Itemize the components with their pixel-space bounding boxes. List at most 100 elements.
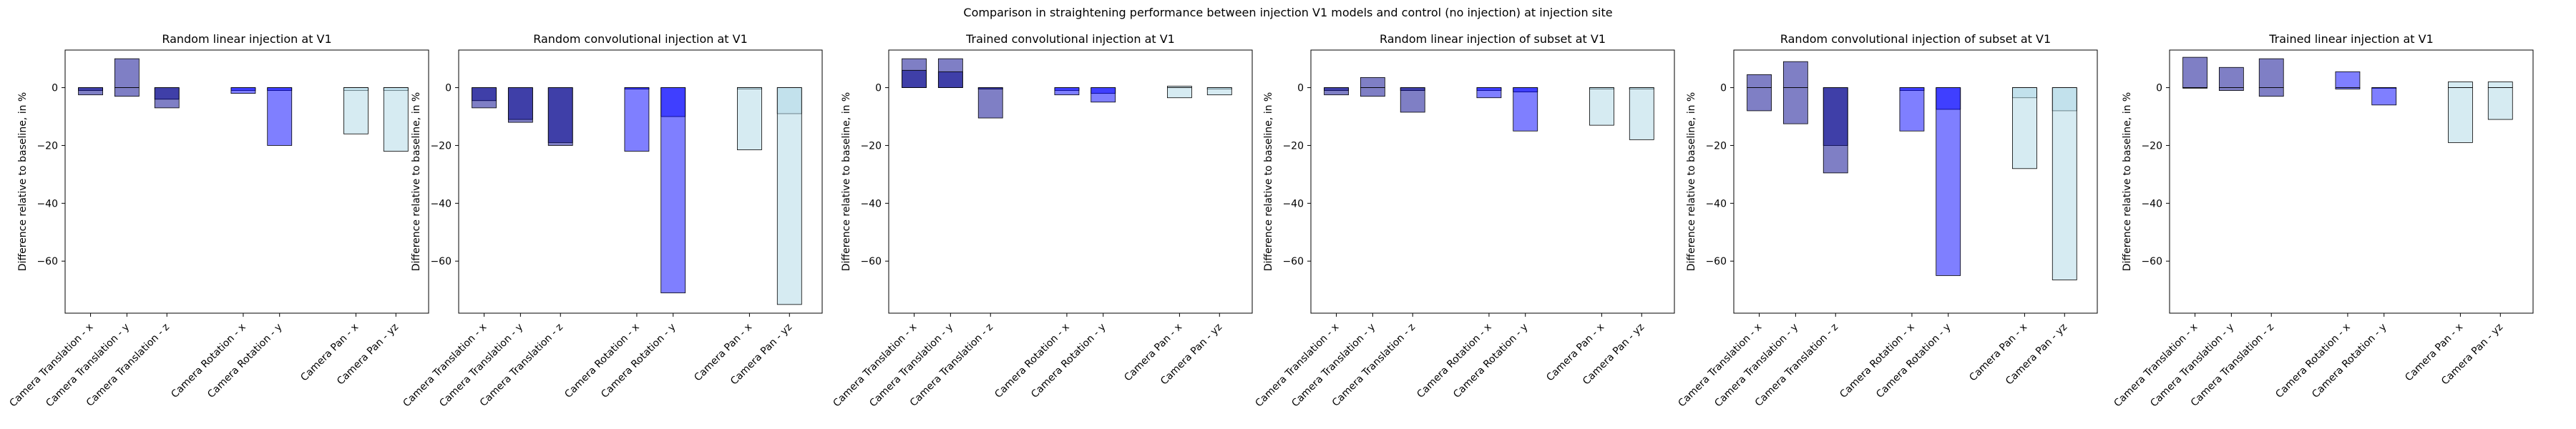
plot-frame <box>1310 49 1675 314</box>
y-axis-label: Difference relative to baseline, in % <box>1686 92 1697 271</box>
bar-2-4 <box>1899 87 1925 132</box>
chart-panel-3: Trained convolutional injection at V1 −60… <box>831 32 1253 409</box>
chart-panel-4: Random linear injection of subset at V1 −… <box>1253 32 1675 409</box>
bar-2-6 <box>737 87 762 150</box>
y-tick-label: −40 <box>1705 198 1727 209</box>
bar-2-2 <box>937 71 963 88</box>
y-tick-label: −60 <box>1282 256 1304 267</box>
x-tick-label: Camera Translation - z <box>2189 322 2276 409</box>
plot-frame <box>888 49 1253 314</box>
bar-2-3 <box>2258 87 2284 97</box>
y-axis-label: Difference relative to baseline, in % <box>1263 92 1274 271</box>
bar-2-4 <box>1476 87 1502 99</box>
bar-1-3 <box>2258 58 2284 88</box>
bar-2-2 <box>507 87 533 123</box>
y-tick-label: −40 <box>1282 198 1304 209</box>
y-tick-label: −40 <box>36 198 58 209</box>
x-tick-label: Camera Rotation - y <box>599 322 678 400</box>
chart-panel-1: Random linear injection at V1 −60 −40 −20 0 D… <box>7 32 429 409</box>
bar-1-2 <box>2218 66 2244 88</box>
bar-1-1 <box>1747 74 1772 88</box>
y-axis-label: Difference relative to baseline, in % <box>17 92 29 271</box>
bar-2-2 <box>2218 87 2244 92</box>
bar-2-4 <box>2335 87 2361 89</box>
plot-frame <box>2169 49 2534 314</box>
chart-title: Trained convolutional injection at V1 <box>965 32 1175 46</box>
x-tick-label: Camera Translation - z <box>1330 322 1418 409</box>
bar-1-2 <box>1360 77 1385 88</box>
x-tick-label: Camera Rotation - y <box>2310 322 2389 400</box>
chart-panel-2: Random convolutional injection at V1 −60 −… <box>401 32 823 409</box>
x-tick-label: Camera Rotation - y <box>205 322 284 400</box>
y-tick-label: −60 <box>430 256 452 267</box>
bar-2-5 <box>1091 87 1116 103</box>
plot-frame <box>1733 49 2098 314</box>
bar-2-2 <box>1782 87 1808 124</box>
chart-title: Random convolutional injection of subset… <box>1780 32 2051 46</box>
bar-2-7 <box>1206 87 1232 96</box>
bar-2-5 <box>1513 87 1538 132</box>
bar-1-4 <box>2335 71 2361 88</box>
bar-2-7 <box>1629 87 1654 140</box>
y-tick-label: −40 <box>430 198 452 209</box>
bar-2-4 <box>230 87 256 94</box>
x-tick-label: Camera Translation - z <box>478 322 565 409</box>
y-tick-label: −40 <box>2141 198 2162 209</box>
y-axis-label: Difference relative to baseline, in % <box>2122 92 2133 271</box>
x-tick-label: Camera Translation - z <box>1753 322 1840 409</box>
bar-1-2 <box>1782 61 1808 88</box>
y-tick-label: 0 <box>875 83 882 94</box>
bar-2-1 <box>1324 87 1349 96</box>
y-tick-label: −60 <box>1705 256 1727 267</box>
bar-2-3 <box>547 87 573 146</box>
bar-2-1 <box>78 87 103 96</box>
bar-2-1 <box>1747 87 1772 112</box>
bar-2-3 <box>154 87 180 109</box>
y-tick-label: −60 <box>36 256 58 267</box>
bar-2-4 <box>624 87 650 152</box>
bar-2-1 <box>902 69 927 88</box>
plot-frame <box>458 49 823 314</box>
chart-panel-5: Random convolutional injection of subset… <box>1676 32 2098 409</box>
bar-2-5 <box>1936 87 1961 276</box>
x-tick-label: Camera Translation - z <box>908 322 995 409</box>
y-tick-label: 0 <box>2156 83 2162 94</box>
y-tick-label: 0 <box>1297 83 1304 94</box>
y-tick-label: −60 <box>2141 256 2162 267</box>
bar-2-1 <box>2182 87 2207 89</box>
x-tick-label: Camera Translation - z <box>84 322 172 409</box>
x-tick-label: Camera Rotation - y <box>1874 322 1953 400</box>
bar-2-6 <box>1167 87 1192 99</box>
y-tick-label: −20 <box>1705 140 1727 152</box>
x-tick-label: Camera Rotation - y <box>1029 322 1108 400</box>
bar-1-7 <box>2487 82 2513 88</box>
bar-2-5 <box>660 87 686 294</box>
bar-1-6 <box>2447 82 2473 88</box>
y-tick-label: 0 <box>1720 83 1727 94</box>
y-tick-label: −20 <box>860 140 882 152</box>
bar-2-7 <box>2051 87 2077 280</box>
bar-2-3 <box>977 87 1003 119</box>
y-axis-label: Difference relative to baseline, in % <box>411 92 422 271</box>
bar-2-6 <box>2011 87 2037 169</box>
bar-2-2 <box>1360 87 1385 97</box>
chart-panel-6: Trained linear injection at V1 −60 −40 −20 0… <box>2112 32 2534 409</box>
x-tick-label: Camera Rotation - y <box>1451 322 1530 400</box>
figure-suptitle: Comparison in straightening performance … <box>963 6 1613 19</box>
y-tick-label: 0 <box>52 83 58 94</box>
bar-2-7 <box>776 87 802 305</box>
bar-2-5 <box>267 87 293 146</box>
y-tick-label: −20 <box>1282 140 1304 152</box>
bar-2-2 <box>114 87 140 97</box>
bar-2-1 <box>472 87 497 109</box>
bar-2-5 <box>2371 87 2397 106</box>
bar-1-2 <box>114 58 140 88</box>
chart-title: Random linear injection at V1 <box>162 32 331 46</box>
bar-2-7 <box>2487 87 2513 120</box>
bar-2-6 <box>1589 87 1614 126</box>
bar-1-1 <box>2182 56 2207 88</box>
bar-2-3 <box>1400 87 1425 113</box>
bar-2-3 <box>1823 87 1848 174</box>
